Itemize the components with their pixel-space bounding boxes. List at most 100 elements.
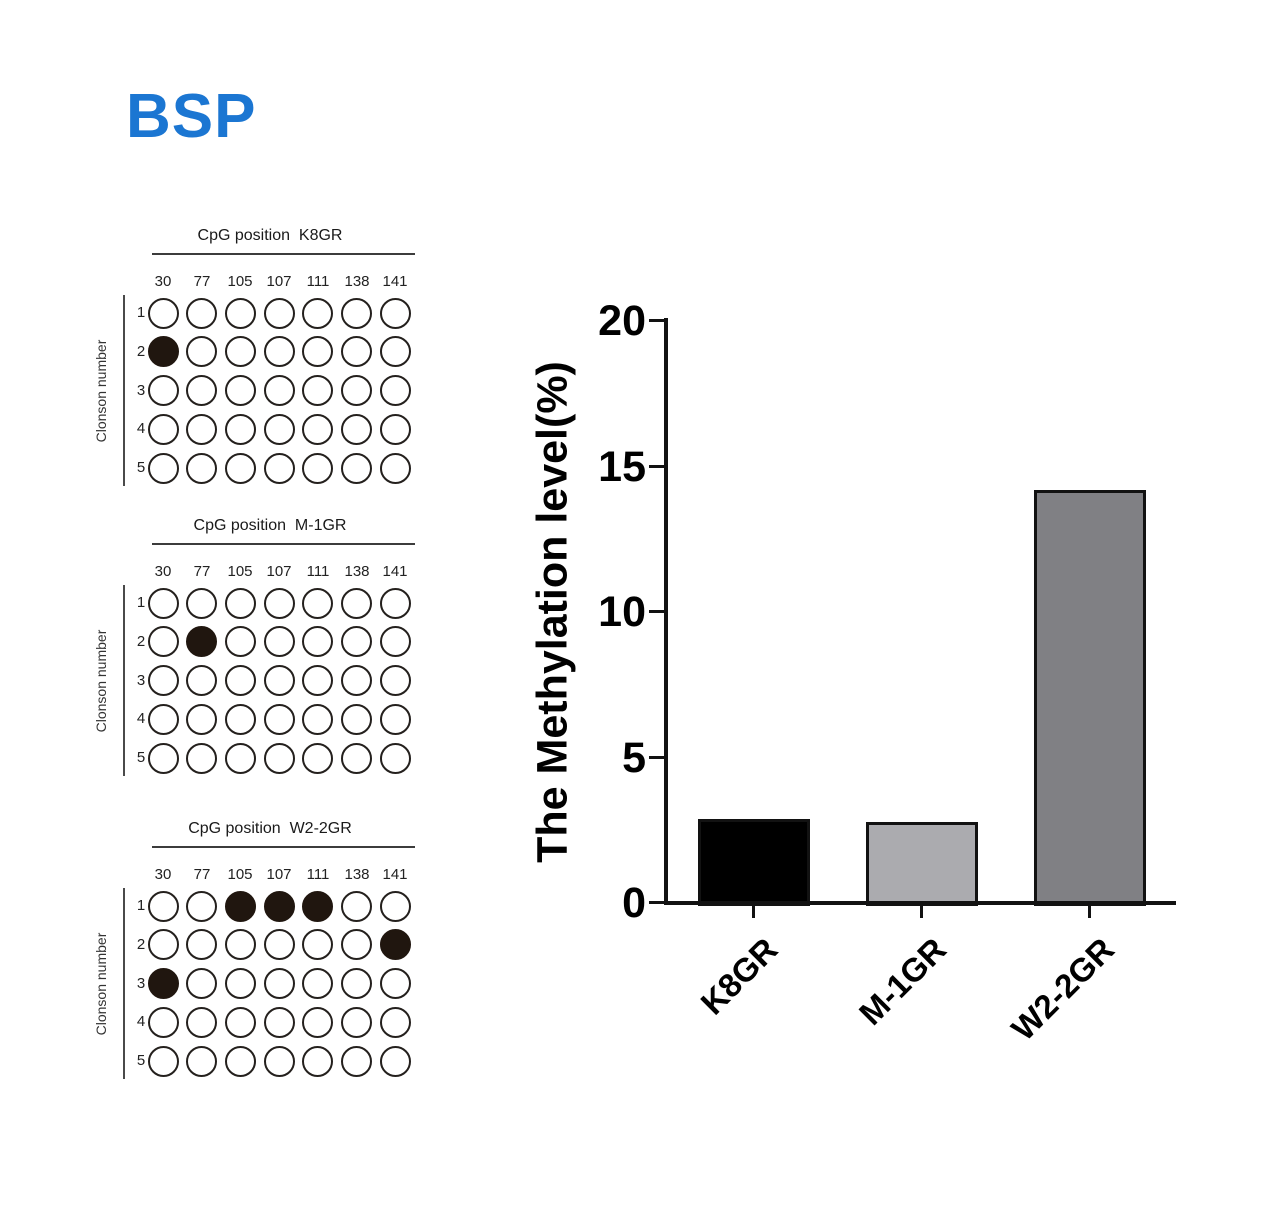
unmethylated-cpg-dot <box>225 588 256 619</box>
y-tick-label-0: 0 <box>622 879 646 927</box>
unmethylated-cpg-dot <box>264 1046 295 1077</box>
y-tick-0 <box>649 901 666 904</box>
methylated-cpg-dot <box>380 929 411 960</box>
unmethylated-cpg-dot <box>302 743 333 774</box>
clone-number-label: 4 <box>136 1013 146 1030</box>
unmethylated-cpg-dot <box>186 1007 217 1038</box>
cpg-position-label: 105 <box>227 563 253 580</box>
unmethylated-cpg-dot <box>264 704 295 735</box>
cpg-panel-W2-2GR: CpG position W2-2GR 30 77 105 107 111 138 141 Cl… <box>85 819 455 1094</box>
unmethylated-cpg-dot <box>186 1046 217 1077</box>
unmethylated-cpg-dot <box>380 704 411 735</box>
cpg-position-label: 141 <box>382 273 408 290</box>
unmethylated-cpg-dot <box>380 626 411 657</box>
unmethylated-cpg-dot <box>148 298 179 329</box>
unmethylated-cpg-dot <box>264 665 295 696</box>
y-tick-15 <box>649 465 666 468</box>
unmethylated-cpg-dot <box>302 414 333 445</box>
unmethylated-cpg-dot <box>380 968 411 999</box>
bar-W2-2GR <box>1034 490 1146 906</box>
cpg-position-label: 111 <box>306 866 330 883</box>
unmethylated-cpg-dot <box>186 375 217 406</box>
cpg-position-label: 111 <box>306 563 330 580</box>
unmethylated-cpg-dot <box>225 968 256 999</box>
unmethylated-cpg-dot <box>148 743 179 774</box>
clone-number-label: 2 <box>136 343 146 360</box>
unmethylated-cpg-dot <box>380 665 411 696</box>
unmethylated-cpg-dot <box>225 1046 256 1077</box>
unmethylated-cpg-dot <box>341 891 372 922</box>
unmethylated-cpg-dot <box>264 298 295 329</box>
unmethylated-cpg-dot <box>341 704 372 735</box>
clone-number-label: 2 <box>136 633 146 650</box>
unmethylated-cpg-dot <box>225 453 256 484</box>
unmethylated-cpg-dot <box>148 414 179 445</box>
unmethylated-cpg-dot <box>225 929 256 960</box>
unmethylated-cpg-dot <box>264 929 295 960</box>
unmethylated-cpg-dot <box>148 704 179 735</box>
unmethylated-cpg-dot <box>341 588 372 619</box>
cpg-position-label: 107 <box>266 866 292 883</box>
unmethylated-cpg-dot <box>225 626 256 657</box>
clone-number-label: 3 <box>136 382 146 399</box>
unmethylated-cpg-dot <box>341 336 372 367</box>
y-tick-20 <box>649 319 666 322</box>
unmethylated-cpg-dot <box>186 743 217 774</box>
methylated-cpg-dot <box>302 891 333 922</box>
cpg-position-label: 77 <box>193 563 211 580</box>
clone-number-label: 5 <box>136 1052 146 1069</box>
clone-number-label: 5 <box>136 459 146 476</box>
panel-title-underline <box>152 846 415 848</box>
unmethylated-cpg-dot <box>380 375 411 406</box>
x-category-label-K8GR: K8GR <box>693 930 785 1022</box>
unmethylated-cpg-dot <box>341 1007 372 1038</box>
unmethylated-cpg-dot <box>148 453 179 484</box>
cpg-position-label: 105 <box>227 273 253 290</box>
unmethylated-cpg-dot <box>341 626 372 657</box>
unmethylated-cpg-dot <box>302 1046 333 1077</box>
clone-number-label: 5 <box>136 749 146 766</box>
unmethylated-cpg-dot <box>148 665 179 696</box>
unmethylated-cpg-dot <box>380 891 411 922</box>
clone-number-label: 2 <box>136 936 146 953</box>
unmethylated-cpg-dot <box>341 665 372 696</box>
cpg-position-label: 30 <box>154 563 172 580</box>
cpg-position-label: 138 <box>344 563 370 580</box>
cpg-position-label: 77 <box>193 866 211 883</box>
x-tick-W2-2GR <box>1088 903 1091 918</box>
unmethylated-cpg-dot <box>341 453 372 484</box>
y-tick-label-20: 20 <box>598 297 646 345</box>
unmethylated-cpg-dot <box>380 453 411 484</box>
cpg-panel-K8GR: CpG position K8GR 30 77 105 107 111 138 141 Clon… <box>85 226 455 501</box>
x-category-label-M-1GR: M-1GR <box>851 930 953 1032</box>
cpg-position-label: 111 <box>306 273 330 290</box>
unmethylated-cpg-dot <box>148 1046 179 1077</box>
unmethylated-cpg-dot <box>341 298 372 329</box>
unmethylated-cpg-dot <box>186 891 217 922</box>
unmethylated-cpg-dot <box>380 588 411 619</box>
methylated-cpg-dot <box>148 968 179 999</box>
bar-M-1GR <box>866 822 978 906</box>
unmethylated-cpg-dot <box>341 929 372 960</box>
cpg-position-label: 105 <box>227 866 253 883</box>
clone-number-label: 1 <box>136 304 146 321</box>
methylated-cpg-dot <box>264 891 295 922</box>
y-tick-label-5: 5 <box>622 734 646 782</box>
unmethylated-cpg-dot <box>302 375 333 406</box>
unmethylated-cpg-dot <box>186 704 217 735</box>
unmethylated-cpg-dot <box>302 968 333 999</box>
unmethylated-cpg-dot <box>264 1007 295 1038</box>
unmethylated-cpg-dot <box>148 891 179 922</box>
cpg-position-label: 30 <box>154 866 172 883</box>
cpg-position-label: 141 <box>382 866 408 883</box>
y-tick-label-10: 10 <box>598 588 646 636</box>
unmethylated-cpg-dot <box>264 375 295 406</box>
unmethylated-cpg-dot <box>148 588 179 619</box>
unmethylated-cpg-dot <box>225 298 256 329</box>
unmethylated-cpg-dot <box>186 665 217 696</box>
unmethylated-cpg-dot <box>148 1007 179 1038</box>
figure-title: BSP <box>126 82 257 151</box>
bar-K8GR <box>698 819 810 906</box>
x-tick-M-1GR <box>920 903 923 918</box>
